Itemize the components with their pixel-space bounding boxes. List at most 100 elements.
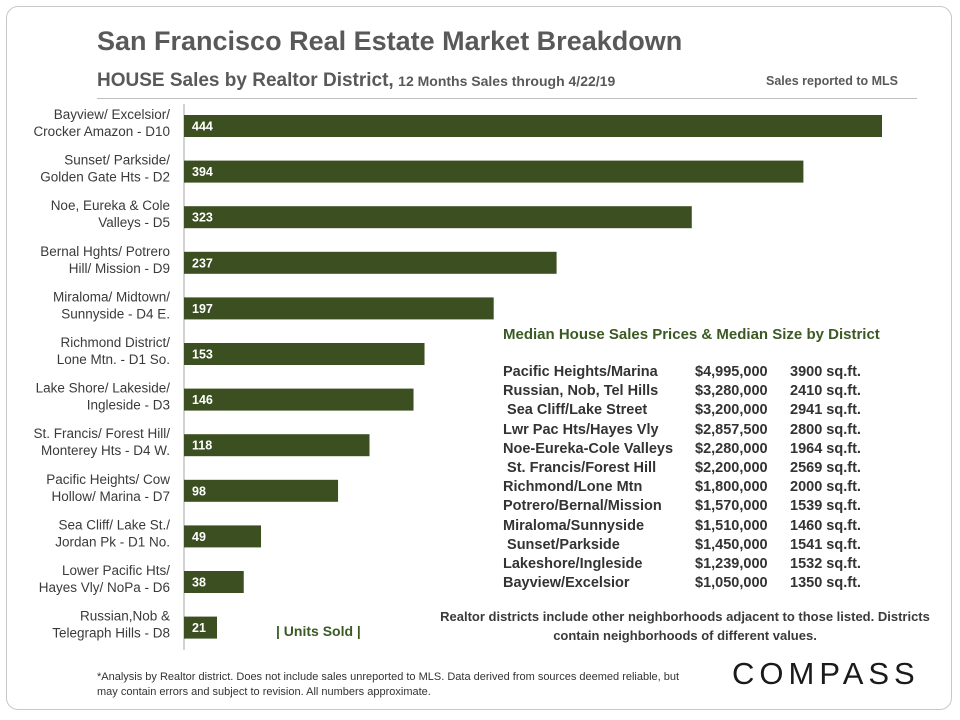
districts-note: Realtor districts include other neighbor… — [440, 609, 930, 643]
category-label: Richmond District/ — [60, 335, 170, 350]
median-size: 3900 sq.ft. — [790, 364, 861, 380]
median-table-row: Miraloma/Sunnyside $1,510,000 1460 sq.ft. — [503, 517, 885, 536]
bar-0 — [184, 115, 882, 137]
district-name: Pacific Heights/Marina — [503, 364, 658, 380]
category-label: Lone Mtn. - D1 So. — [57, 352, 170, 367]
district-name: Lakeshore/Ingleside — [503, 555, 643, 572]
category-label: St. Francis/ Forest Hill/ — [33, 426, 170, 441]
category-label: Ingleside - D3 — [87, 398, 170, 413]
median-table-row: Richmond/Lone Mtn $1,800,000 2000 sq.ft. — [503, 478, 885, 497]
bar-value-label: 444 — [192, 120, 213, 134]
subtitle-main: HOUSE Sales by Realtor District, — [97, 70, 394, 91]
bar-4 — [184, 297, 494, 320]
category-label: Bayview/ Excelsior/ — [54, 107, 171, 122]
median-table-row: Pacific Heights/Marina $4,995,000 3900 sq.… — [503, 363, 885, 382]
district-name: Miraloma/Sunnyside — [503, 517, 645, 534]
footnote: *Analysis by Realtor district. Does not … — [97, 671, 680, 698]
category-label: Pacific Heights/ Cow — [46, 472, 170, 487]
median-size: 2941 sq.ft. — [790, 402, 861, 419]
median-table-row: Lakeshore/Ingleside $1,239,000 1532 sq.ft. — [503, 555, 885, 574]
median-table-row: Lwr Pac Hts/Hayes Vly $2,857,500 2800 sq.f… — [503, 421, 885, 440]
category-label: Jordan Pk - D1 No. — [55, 534, 170, 549]
bar-value-label: 49 — [192, 530, 206, 544]
median-table-row: Sea Cliff/Lake Street $3,200,000 2941 sq.f… — [503, 401, 885, 420]
bar-value-label: 38 — [192, 576, 206, 590]
category-label: Miraloma/ Midtown/ — [53, 289, 170, 304]
bar-value-label: 394 — [192, 165, 213, 179]
bar-2 — [184, 206, 692, 229]
category-label: Sea Cliff/ Lake St./ — [58, 517, 170, 532]
median-table-row: Potrero/Bernal/Mission $1,570,000 1539 sq.… — [503, 497, 885, 516]
bar-3 — [184, 251, 557, 274]
district-name: Lwr Pac Hts/Hayes Vly — [503, 421, 659, 438]
bar-7 — [184, 434, 370, 457]
median-table: Pacific Heights/Marina $4,995,000 3900 sq.… — [503, 363, 885, 593]
median-price: $1,050,000 — [695, 575, 768, 592]
page-title: San Francisco Real Estate Market Breakdo… — [97, 26, 683, 56]
category-label: Hollow/ Marina - D7 — [51, 489, 170, 504]
district-name: Sunset/Parkside — [503, 536, 620, 553]
median-size: 1350 sq.ft. — [790, 575, 861, 592]
category-label: Golden Gate Hts - D2 — [40, 170, 170, 185]
bar-1 — [184, 160, 804, 183]
median-size: 2410 sq.ft. — [790, 383, 861, 400]
category-label: Hill/ Mission - D9 — [69, 261, 170, 276]
bar-value-label: 197 — [192, 302, 213, 316]
bar-value-label: 237 — [192, 256, 213, 270]
category-label: Sunnyside - D4 E. — [61, 306, 170, 321]
compass-logo: COMPASS — [732, 656, 920, 691]
bar-6 — [184, 388, 414, 411]
median-price: $1,450,000 — [695, 536, 768, 553]
median-price: $2,200,000 — [695, 459, 768, 476]
category-label: Valleys - D5 — [98, 215, 170, 230]
category-label: Telegraph Hills - D8 — [52, 626, 170, 641]
category-label: Hayes Vly/ NoPa - D6 — [39, 580, 170, 595]
median-size: 2569 sq.ft. — [790, 459, 861, 476]
median-size: 2000 sq.ft. — [790, 479, 861, 496]
median-size: 1964 sq.ft. — [790, 440, 861, 457]
median-price: $2,857,500 — [695, 421, 768, 438]
category-label: Noe, Eureka & Cole — [51, 198, 170, 213]
header-rule — [97, 98, 917, 99]
bar-value-label: 118 — [192, 439, 212, 453]
median-price: $2,280,000 — [695, 440, 768, 457]
bar-value-label: 21 — [192, 621, 206, 635]
bar-11 — [184, 616, 218, 639]
district-name: Bayview/Excelsior — [503, 575, 630, 592]
subtitle-date-range: 12 Months Sales through 4/22/19 — [398, 73, 616, 89]
median-price: $4,995,000 — [695, 364, 768, 380]
bar-value-label: 98 — [192, 484, 206, 498]
median-table-row: St. Francis/Forest Hill $2,200,000 2569 sq… — [503, 459, 885, 478]
category-label: Bernal Hghts/ Potrero — [40, 244, 170, 259]
district-name: Russian, Nob, Tel Hills — [503, 383, 659, 400]
x-axis-label: | Units Sold | — [276, 623, 361, 639]
bar-value-label: 146 — [192, 393, 213, 407]
district-name: Potrero/Bernal/Mission — [503, 498, 662, 515]
median-price: $1,800,000 — [695, 479, 768, 496]
category-label: Monterey Hts - D4 W. — [41, 443, 170, 458]
median-price: $1,510,000 — [695, 517, 768, 534]
mls-note: Sales reported to MLS — [766, 74, 898, 88]
category-label: Lower Pacific Hts/ — [62, 563, 170, 578]
bar-value-label: 323 — [192, 211, 213, 225]
bar-10 — [184, 571, 244, 593]
district-name: St. Francis/Forest Hill — [503, 459, 657, 476]
median-table-row: Sunset/Parkside $1,450,000 1541 sq.ft. — [503, 536, 885, 555]
bar-9 — [184, 525, 262, 548]
median-size: 1541 sq.ft. — [790, 536, 861, 553]
median-size: 1460 sq.ft. — [790, 517, 861, 534]
chart-subtitle: HOUSE Sales by Realtor District, 12 Mont… — [97, 70, 615, 92]
median-price: $1,570,000 — [695, 498, 768, 515]
median-table-row: Noe-Eureka-Cole Valleys $2,280,000 1964 sq… — [503, 440, 885, 459]
median-table-row: Russian, Nob, Tel Hills $3,280,000 2410 sq… — [503, 382, 885, 401]
median-price: $1,239,000 — [695, 555, 768, 572]
district-name: Richmond/Lone Mtn — [503, 479, 643, 496]
bar-8 — [184, 479, 339, 502]
district-name: Noe-Eureka-Cole Valleys — [503, 440, 674, 457]
median-table-row: Bayview/Excelsior $1,050,000 1350 sq.ft. — [503, 574, 885, 593]
median-size: 1539 sq.ft. — [790, 498, 861, 515]
bar-5 — [184, 343, 425, 365]
district-name: Sea Cliff/Lake Street — [503, 402, 648, 419]
bar-value-label: 153 — [192, 348, 213, 362]
